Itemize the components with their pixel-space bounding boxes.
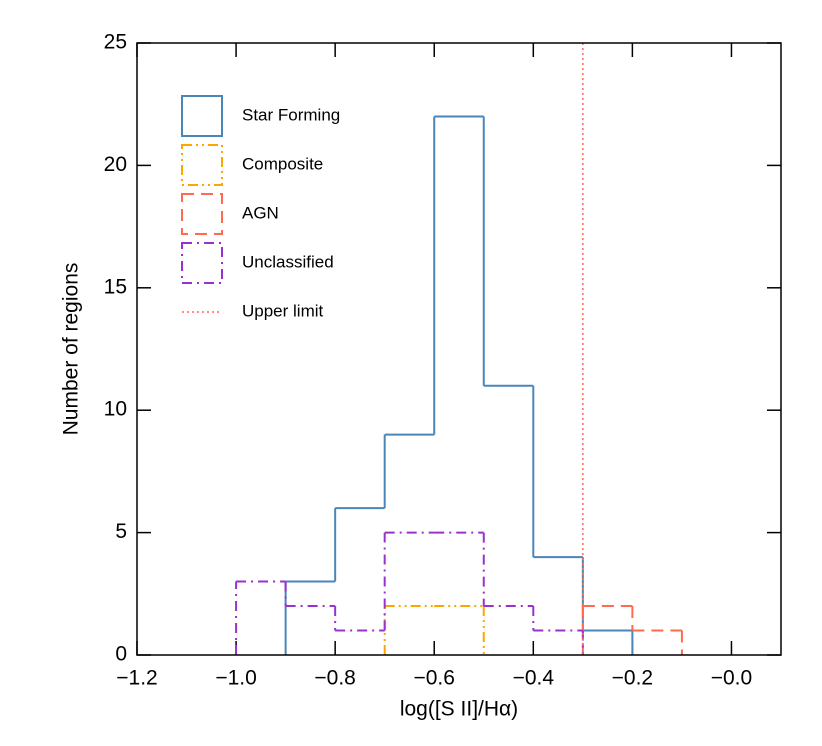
- x-tick-label: −0.8: [314, 667, 355, 690]
- x-tick-label: −0.4: [513, 667, 555, 690]
- x-tick-label: −0.6: [413, 667, 454, 690]
- plot-frame: [136, 42, 782, 656]
- legend-label: Upper limit: [242, 301, 324, 320]
- y-tick-label: 20: [104, 153, 127, 176]
- legend-swatch: [181, 242, 223, 284]
- legend-label: Unclassified: [242, 252, 334, 271]
- y-tick-label: 10: [104, 398, 127, 421]
- x-tick-label: −1.0: [215, 667, 256, 690]
- x-tick-label: −1.2: [116, 667, 157, 690]
- x-tick-label: −0.0: [711, 667, 752, 690]
- y-tick-label: 0: [115, 643, 127, 666]
- legend-swatch: [181, 144, 223, 186]
- legend-label: Composite: [242, 154, 323, 173]
- y-tick-label: 25: [104, 31, 127, 54]
- y-tick-label: 5: [115, 520, 127, 543]
- x-tick-label: −0.2: [612, 667, 653, 690]
- legend-label: AGN: [242, 203, 279, 222]
- legend-label: Star Forming: [242, 105, 340, 124]
- x-axis-title: log([S II]/Hα): [400, 698, 518, 721]
- y-tick-label: 15: [104, 275, 127, 298]
- y-axis-title: Number of regions: [60, 263, 83, 436]
- legend-swatch: [181, 95, 223, 137]
- legend-swatch: [181, 193, 223, 235]
